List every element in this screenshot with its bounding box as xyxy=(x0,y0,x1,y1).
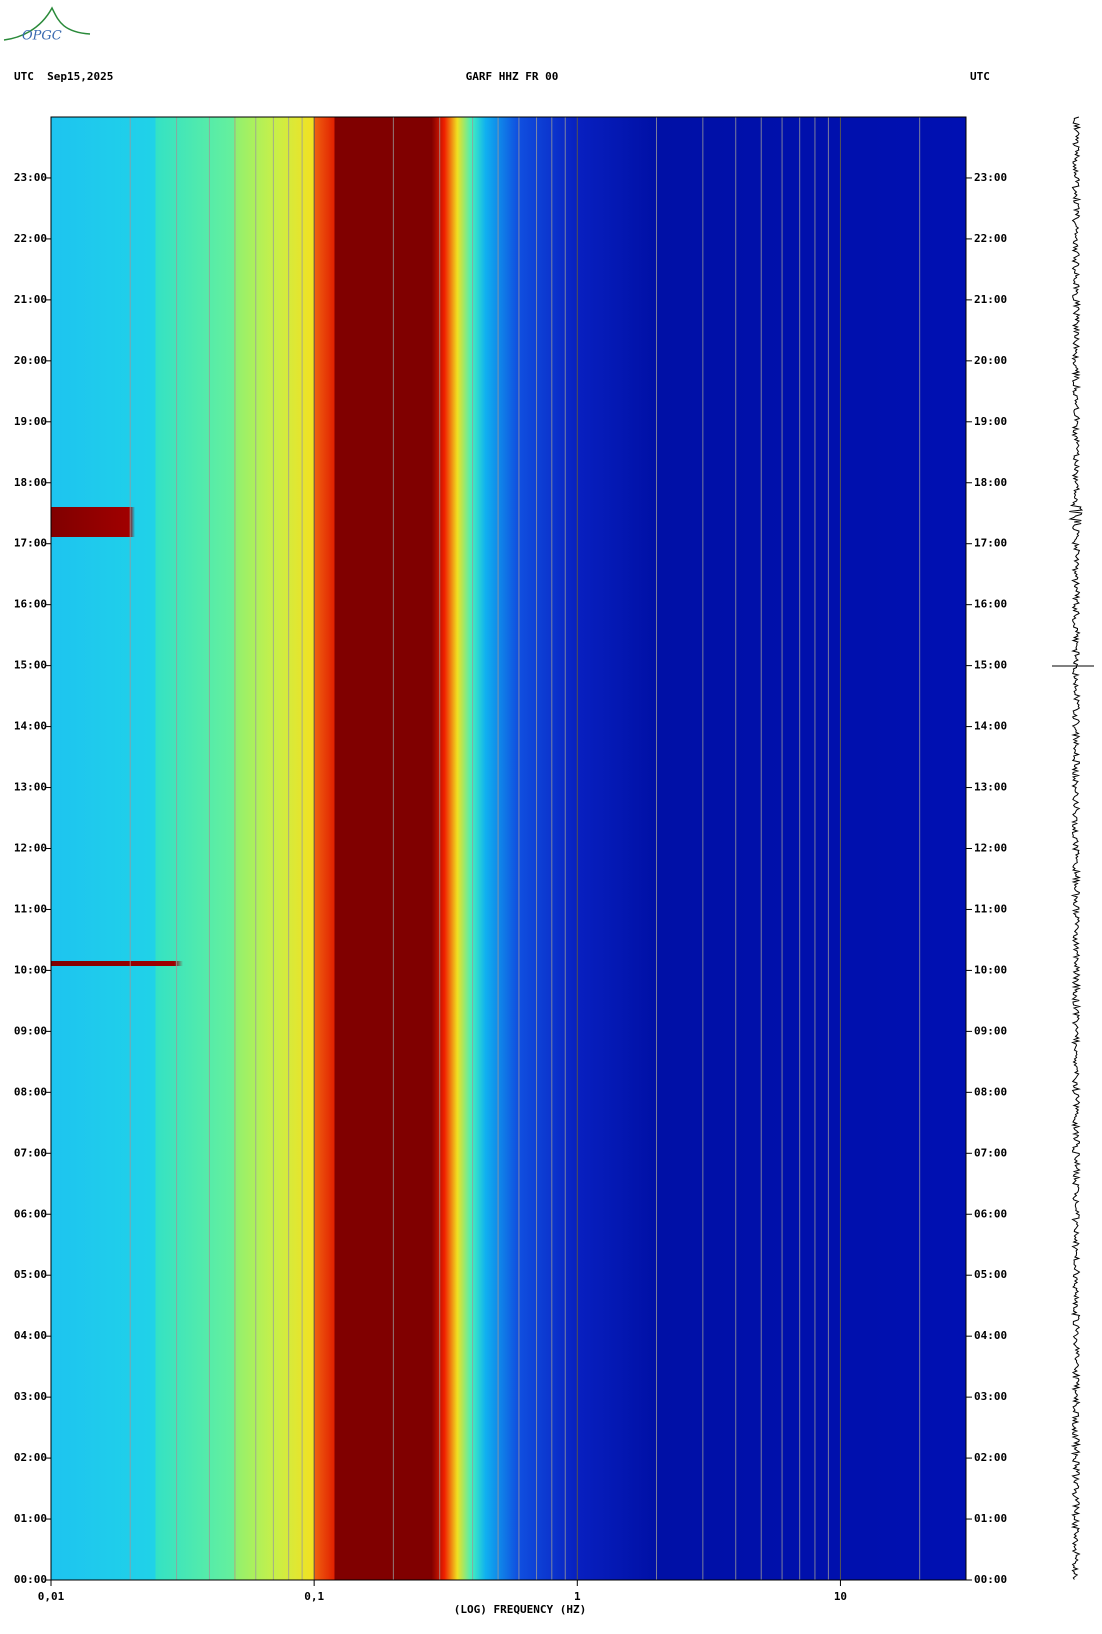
y-tick-label-right: 20:00 xyxy=(974,354,1007,367)
y-tick-label-right: 22:00 xyxy=(974,232,1007,245)
header-center: GARF HHZ FR 00 xyxy=(466,70,559,83)
y-tick-label-left: 14:00 xyxy=(14,720,47,733)
y-tick-label-right: 09:00 xyxy=(974,1024,1007,1037)
y-tick-label-left: 22:00 xyxy=(14,232,47,245)
y-tick-label-right: 18:00 xyxy=(974,476,1007,489)
y-tick-label-left: 11:00 xyxy=(14,902,47,915)
y-tick-label-left: 19:00 xyxy=(14,415,47,428)
y-tick-label-right: 17:00 xyxy=(974,537,1007,550)
logo-text: OPGC xyxy=(22,29,62,44)
y-tick-label-right: 02:00 xyxy=(974,1451,1007,1464)
y-tick-label-left: 12:00 xyxy=(14,842,47,855)
y-tick-label-left: 04:00 xyxy=(14,1329,47,1342)
x-tick-label: 0,1 xyxy=(304,1590,324,1603)
y-tick-label-left: 20:00 xyxy=(14,354,47,367)
y-tick-label-left: 10:00 xyxy=(14,963,47,976)
y-tick-label-right: 12:00 xyxy=(974,842,1007,855)
y-tick-label-right: 07:00 xyxy=(974,1146,1007,1159)
y-tick-label-right: 21:00 xyxy=(974,293,1007,306)
y-tick-label-right: 03:00 xyxy=(974,1390,1007,1403)
y-tick-label-left: 02:00 xyxy=(14,1451,47,1464)
y-tick-label-left: 08:00 xyxy=(14,1085,47,1098)
y-tick-label-left: 09:00 xyxy=(14,1024,47,1037)
y-tick-label-right: 11:00 xyxy=(974,902,1007,915)
plot-layer xyxy=(50,117,921,1580)
y-tick-label-right: 19:00 xyxy=(974,415,1007,428)
y-tick-label-left: 23:00 xyxy=(14,171,47,184)
y-tick-label-right: 06:00 xyxy=(974,1207,1007,1220)
y-tick-label-right: 15:00 xyxy=(974,659,1007,672)
x-tick-label: 10 xyxy=(834,1590,847,1603)
plot-frame xyxy=(50,116,967,1581)
x-tick-label: 1 xyxy=(574,1590,581,1603)
logo-curve xyxy=(3,6,91,41)
header-right: UTC xyxy=(970,70,990,83)
y-tick-label-right: 01:00 xyxy=(974,1512,1007,1525)
x-tick-label: 0,01 xyxy=(38,1590,65,1603)
y-tick-label-right: 00:00 xyxy=(974,1573,1007,1586)
y-tick-label-left: 21:00 xyxy=(14,293,47,306)
y-tick-label-left: 13:00 xyxy=(14,781,47,794)
y-tick-label-left: 15:00 xyxy=(14,659,47,672)
event-band xyxy=(51,507,331,537)
y-tick-label-right: 04:00 xyxy=(974,1329,1007,1342)
y-tick-label-left: 03:00 xyxy=(14,1390,47,1403)
y-tick-label-left: 01:00 xyxy=(14,1512,47,1525)
y-tick-label-right: 08:00 xyxy=(974,1085,1007,1098)
y-tick-label-right: 16:00 xyxy=(974,598,1007,611)
logo: OPGC xyxy=(3,6,91,44)
y-tick-label-left: 16:00 xyxy=(14,598,47,611)
y-tick-label-left: 05:00 xyxy=(14,1268,47,1281)
y-tick-label-left: 00:00 xyxy=(14,1573,47,1586)
y-tick-label-left: 17:00 xyxy=(14,537,47,550)
x-axis-title: (LOG) FREQUENCY (HZ) xyxy=(454,1603,586,1616)
y-tick-label-right: 05:00 xyxy=(974,1268,1007,1281)
y-tick-label-right: 13:00 xyxy=(974,781,1007,794)
y-tick-label-right: 23:00 xyxy=(974,171,1007,184)
y-tick-label-right: 14:00 xyxy=(974,720,1007,733)
spectrogram xyxy=(51,117,966,1580)
y-tick-label-left: 18:00 xyxy=(14,476,47,489)
y-tick-label-left: 06:00 xyxy=(14,1207,47,1220)
y-tick-label-left: 07:00 xyxy=(14,1146,47,1159)
event-band xyxy=(51,961,491,966)
header-left: UTC Sep15,2025 xyxy=(14,70,113,83)
waveform xyxy=(1068,116,1084,1580)
y-tick-label-right: 10:00 xyxy=(974,963,1007,976)
